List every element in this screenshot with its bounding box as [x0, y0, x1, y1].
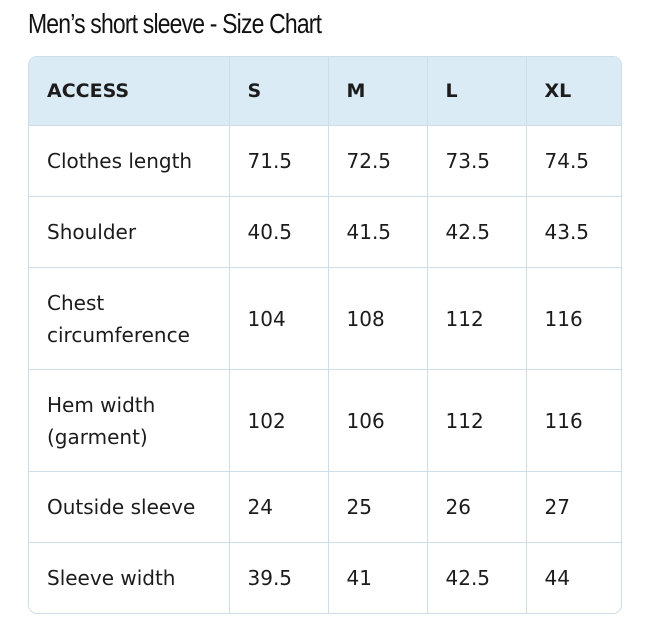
- table-row: Chest circumference 104 108 112 116: [29, 267, 621, 370]
- cell: 108: [327, 267, 428, 370]
- cell: 43.5: [525, 196, 621, 268]
- cell: 41.5: [327, 196, 428, 268]
- cell: 112: [426, 267, 527, 370]
- row-label: Shoulder: [29, 196, 230, 268]
- title: Men’s short sleeve - Size Chart: [28, 8, 322, 39]
- cell: 104: [228, 267, 329, 370]
- cell: 27: [525, 471, 621, 543]
- table: ACCESS S M L XL Clothes length 71.5 72.5 73.5 74…: [29, 57, 621, 613]
- header-cell: XL: [525, 57, 621, 126]
- row-label: Sleeve width: [29, 542, 230, 613]
- table-row: Outside sleeve 24 25 26 27: [29, 471, 621, 543]
- cell: 44: [525, 542, 621, 613]
- header-cell: S: [228, 57, 329, 126]
- cell: 71.5: [228, 125, 329, 197]
- table-row: Sleeve width 39.5 41 42.5 44: [29, 542, 621, 613]
- cell: 112: [426, 369, 527, 472]
- cell: 73.5: [426, 125, 527, 197]
- cell: 116: [525, 267, 621, 370]
- header-cell: L: [426, 57, 527, 126]
- cell: 106: [327, 369, 428, 472]
- cell: 72.5: [327, 125, 428, 197]
- cell: 41: [327, 542, 428, 613]
- cell: 39.5: [228, 542, 329, 613]
- cell: 25: [327, 471, 428, 543]
- header-cell: M: [327, 57, 428, 126]
- cell: 42.5: [426, 542, 527, 613]
- cell: 102: [228, 369, 329, 472]
- row-label: Outside sleeve: [29, 471, 230, 543]
- cell: 42.5: [426, 196, 527, 268]
- table-body: Clothes length 71.5 72.5 73.5 74.5 Shoulder 40…: [29, 125, 621, 613]
- table-row: Hem width (garment) 102 106 112 116: [29, 369, 621, 472]
- cell: 74.5: [525, 125, 621, 197]
- table-row: Shoulder 40.5 41.5 42.5 43.5: [29, 196, 621, 268]
- cell: 40.5: [228, 196, 329, 268]
- row-label: Clothes length: [29, 125, 230, 197]
- header-row: ACCESS S M L XL: [29, 57, 621, 126]
- cell: 26: [426, 471, 527, 543]
- table-row: Clothes length 71.5 72.5 73.5 74.5: [29, 125, 621, 197]
- row-label: Chest circumference: [29, 267, 230, 370]
- header-cell: ACCESS: [29, 57, 230, 126]
- size-table: ACCESS S M L XL Clothes length 71.5 72.5 73.5 74…: [28, 56, 622, 614]
- cell: 116: [525, 369, 621, 472]
- cell: 24: [228, 471, 329, 543]
- row-label: Hem width (garment): [29, 369, 230, 472]
